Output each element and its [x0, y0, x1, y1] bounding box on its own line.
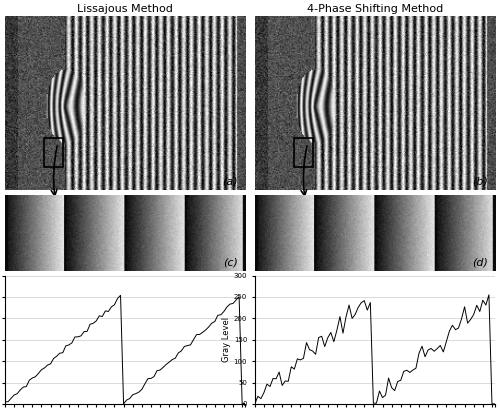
- Bar: [294, 138, 313, 167]
- Text: (b): (b): [472, 177, 488, 186]
- Y-axis label: Gray Level: Gray Level: [222, 317, 231, 362]
- Title: 4-Phase Shifting Method: 4-Phase Shifting Method: [307, 4, 443, 14]
- Text: (d): (d): [472, 257, 488, 268]
- Text: (c): (c): [223, 257, 238, 268]
- Bar: [44, 138, 64, 167]
- Title: Lissajous Method: Lissajous Method: [77, 4, 173, 14]
- Text: (a): (a): [222, 177, 238, 186]
